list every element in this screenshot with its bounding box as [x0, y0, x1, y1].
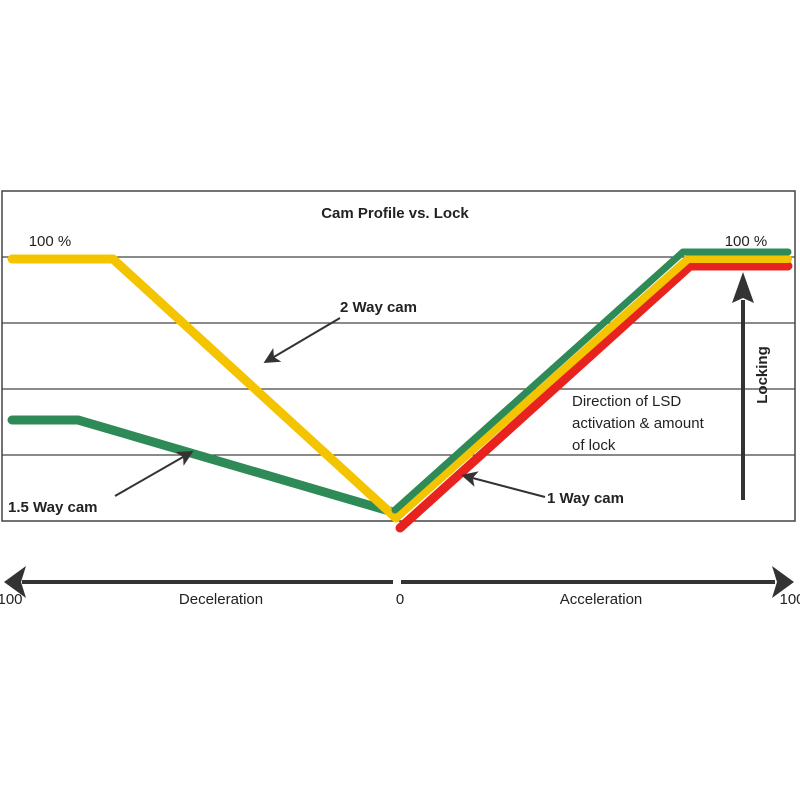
direction-text-line-3: of lock: [572, 437, 616, 454]
top-right-percent: 100 %: [725, 233, 768, 250]
two-way-cam-line-accel: [392, 255, 792, 522]
one-five-way-cam-line-accel: [391, 248, 792, 514]
one-way-pointer-arrow: [461, 471, 546, 498]
deceleration-arrow-head: [4, 566, 26, 598]
two-way-cam-label: 2 Way cam: [340, 299, 417, 316]
chart-title: Cam Profile vs. Lock: [321, 205, 469, 222]
two-way-pointer-arrow: [263, 317, 341, 364]
axis-center-value: 0: [396, 591, 404, 608]
chart-frame: [1, 190, 796, 522]
axis-acceleration-label: Acceleration: [560, 591, 643, 608]
direction-text-line-1: Direction of LSD: [572, 393, 681, 410]
axis-deceleration-label: Deceleration: [179, 591, 263, 608]
locking-label: Locking: [754, 346, 771, 404]
one-way-cam-label: 1 Way cam: [547, 490, 624, 507]
one-five-way-cam-line-decel: [7, 415, 401, 518]
one-five-way-pointer-arrow: [114, 451, 194, 497]
axis-left-value: 100: [0, 591, 23, 608]
gridlines: [2, 256, 795, 456]
two-way-cam-line-decel: [7, 254, 401, 523]
one-way-cam-line: [395, 261, 793, 533]
locking-arrow-head: [732, 272, 754, 303]
axis-right-value: 100: [779, 591, 800, 608]
one-five-way-cam-label: 1.5 Way cam: [8, 499, 98, 516]
direction-text-line-2: activation & amount: [572, 415, 705, 432]
top-left-percent: 100 %: [29, 233, 72, 250]
acceleration-arrow-head: [772, 566, 794, 598]
